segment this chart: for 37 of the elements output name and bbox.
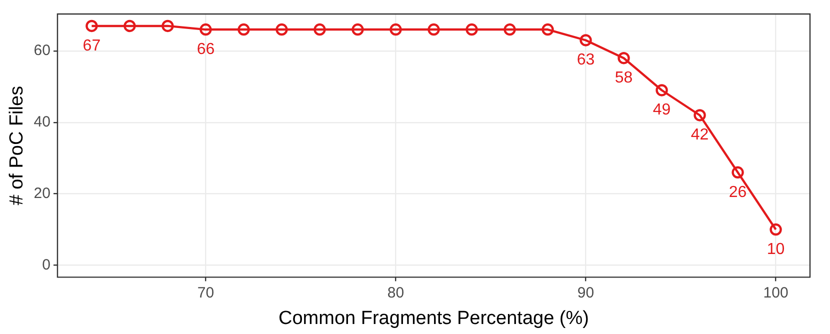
point <box>732 166 744 178</box>
point <box>542 23 554 36</box>
point <box>352 23 364 36</box>
y-tick-label: 0 <box>42 256 50 274</box>
data-label: 10 <box>766 240 785 258</box>
data-label: 63 <box>576 52 595 69</box>
point <box>770 223 782 236</box>
point <box>580 34 592 46</box>
data-label: 58 <box>614 70 633 87</box>
point <box>238 23 250 36</box>
point <box>656 84 668 96</box>
point <box>314 23 326 36</box>
point <box>428 23 440 36</box>
point <box>86 20 98 32</box>
point <box>504 23 516 36</box>
x-tick-label: 90 <box>577 284 594 302</box>
data-label: 49 <box>652 102 671 119</box>
x-axis-title: Common Fragments Percentage (%) <box>278 308 589 329</box>
data-label: 66 <box>196 40 215 58</box>
data-label: 42 <box>690 126 709 144</box>
point <box>390 23 402 36</box>
point <box>124 20 136 32</box>
x-tick-label: 70 <box>197 284 214 302</box>
x-tick-label: 80 <box>387 284 404 302</box>
point <box>276 23 288 36</box>
point <box>694 109 706 122</box>
point <box>200 23 212 36</box>
point <box>618 52 630 64</box>
point <box>466 23 478 36</box>
y-tick-label: 40 <box>34 114 50 131</box>
data-label: 67 <box>82 37 101 54</box>
data-label: 26 <box>728 184 747 201</box>
x-tick-label: 100 <box>763 284 788 302</box>
y-tick-label: 20 <box>34 184 50 202</box>
y-axis-title: # of PoC Files <box>6 86 28 206</box>
point <box>162 20 174 32</box>
y-tick-label: 60 <box>34 42 50 60</box>
